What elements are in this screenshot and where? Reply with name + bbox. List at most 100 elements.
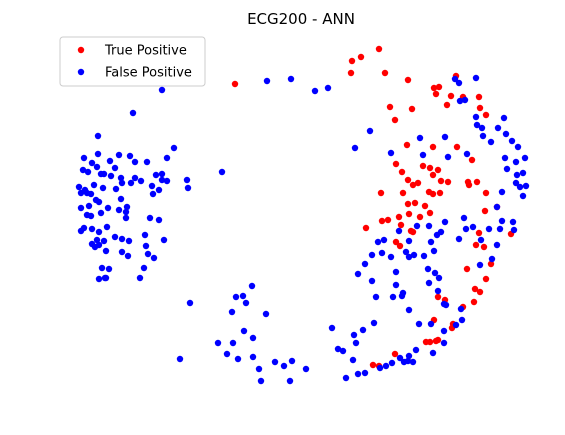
false-positive-point [137, 177, 145, 185]
false-positive-point [508, 137, 516, 145]
false-positive-point [131, 174, 139, 182]
false-positive-point [388, 359, 396, 367]
true-positive-point [429, 190, 437, 198]
false-positive-point [257, 377, 265, 385]
false-positive-point [501, 154, 509, 162]
false-positive-point [158, 170, 166, 178]
legend-entries: True Positive False Positive [77, 44, 192, 81]
false-positive-point [117, 174, 125, 182]
false-positive-point [95, 228, 103, 236]
true-positive-point [434, 166, 442, 174]
false-positive-point [455, 79, 463, 87]
false-positive-point [87, 212, 95, 220]
false-positive-point [106, 157, 114, 165]
false-positive-point [380, 236, 388, 244]
false-positive-point [100, 237, 108, 245]
false-positive-point [88, 225, 96, 233]
false-positive-point [430, 247, 438, 255]
false-positive-point [412, 346, 420, 354]
true-positive-point [378, 217, 386, 225]
false-positive-point [249, 334, 257, 342]
false-positive-point [376, 364, 384, 372]
false-positive-point [95, 275, 103, 283]
false-positive-point [516, 183, 524, 191]
false-positive-point [509, 218, 517, 226]
false-positive-point [155, 186, 163, 194]
false-positive-point [183, 176, 191, 184]
false-positive-point [302, 365, 310, 373]
false-positive-point [286, 377, 294, 385]
false-positive-point [440, 339, 448, 347]
false-positive-point [461, 96, 469, 104]
false-positive-point [288, 357, 296, 365]
false-positive-point [479, 132, 487, 140]
true-positive-point [414, 179, 422, 187]
false-positive-point [150, 254, 158, 262]
false-positive-point [239, 292, 247, 300]
false-positive-point [354, 270, 362, 278]
true-positive-point [471, 285, 479, 293]
false-positive-point [91, 243, 99, 251]
false-positive-point [75, 183, 83, 191]
true-positive-point [404, 176, 412, 184]
false-positive-point [510, 226, 518, 234]
false-positive-point [255, 365, 263, 373]
false-positive-point [127, 179, 135, 187]
false-positive-point [263, 77, 271, 85]
false-positive-point [123, 203, 131, 211]
false-positive-point [155, 216, 163, 224]
false-positive-point [442, 301, 450, 309]
false-positive-point [117, 195, 125, 203]
false-positive-point [460, 214, 468, 222]
false-positive-point [457, 305, 465, 313]
true-positive-point [447, 92, 455, 100]
false-positive-point [521, 154, 529, 162]
false-positive-point [451, 75, 459, 83]
false-positive-point [359, 326, 367, 334]
false-positive-point [287, 75, 295, 83]
true-positive-point [409, 181, 417, 189]
true-positive-point [405, 210, 413, 218]
false-positive-point [234, 355, 242, 363]
false-positive-point [334, 345, 342, 353]
false-positive-point [81, 186, 89, 194]
false-positive-point [372, 293, 380, 301]
false-positive-point [458, 316, 466, 324]
legend-frame [59, 36, 206, 87]
false-positive-point [92, 196, 100, 204]
true-positive-point [384, 216, 392, 224]
true-positive-point [432, 337, 440, 345]
false-positive-point [111, 164, 119, 172]
false-positive-point [148, 182, 156, 190]
false-positive-point [80, 154, 88, 162]
false-positive-point [125, 237, 133, 245]
false-positive-point [427, 320, 435, 328]
false-positive-point [111, 233, 119, 241]
false-positive-point [124, 252, 132, 260]
false-positive-point [424, 265, 432, 273]
false-positive-point [485, 225, 493, 233]
true-positive-point [453, 143, 461, 151]
true-positive-point [347, 69, 355, 77]
true-positive-point [432, 90, 440, 98]
false-positive-point [368, 277, 376, 285]
false-positive-point [90, 181, 98, 189]
true-positive-point [472, 241, 480, 249]
false-positive-point [129, 109, 137, 117]
false-positive-point [392, 268, 400, 276]
false-positive-point [493, 203, 501, 211]
true-positive-point [482, 275, 490, 283]
false-positive-point [232, 293, 240, 301]
false-positive-point [405, 237, 413, 245]
false-positive-point [456, 97, 464, 105]
false-positive-point [522, 182, 530, 190]
true-positive-point [475, 93, 483, 101]
false-positive-point [143, 158, 151, 166]
false-positive-point [112, 185, 120, 193]
false-positive-point [494, 124, 502, 132]
false-positive-point [402, 248, 410, 256]
true-positive-point [416, 213, 424, 221]
false-positive-point [429, 349, 437, 357]
false-positive-point [280, 362, 288, 370]
